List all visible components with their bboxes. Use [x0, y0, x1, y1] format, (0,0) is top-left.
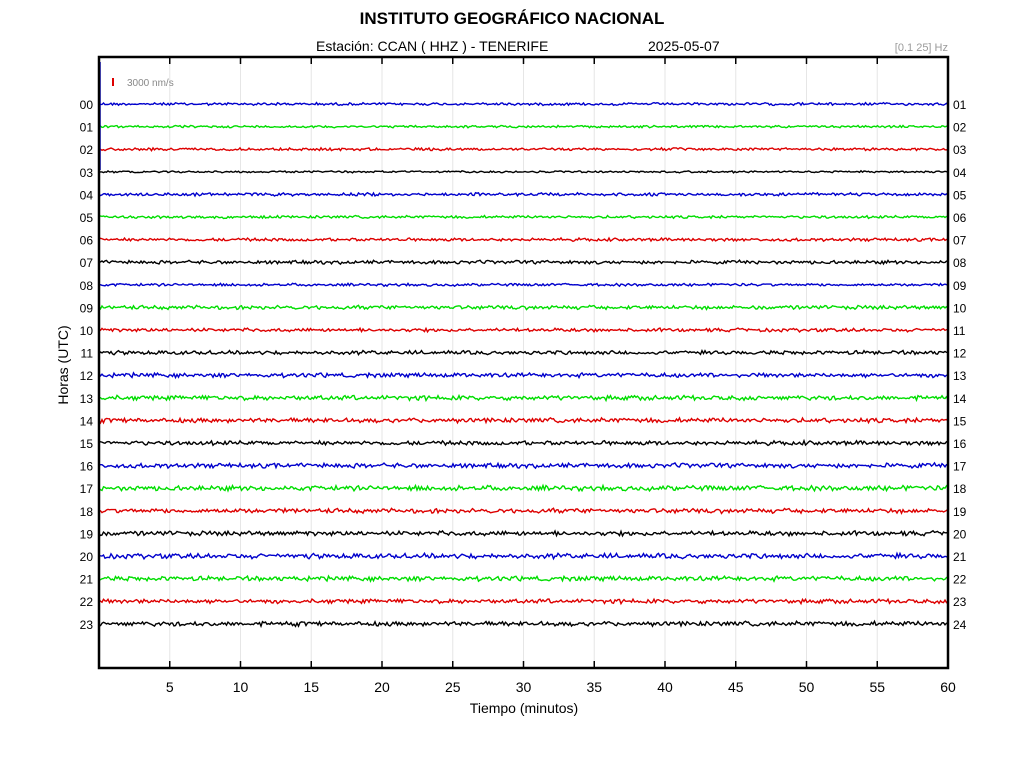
x-tick-label: 15 [303, 679, 319, 695]
left-hour-label: 04 [80, 188, 94, 202]
x-tick-label: 25 [445, 679, 461, 695]
trace-hour-08 [98, 282, 949, 288]
left-hour-label: 14 [80, 414, 94, 428]
trace-hour-22 [98, 597, 949, 606]
scale-indicator: 3000 nm/s [112, 78, 174, 89]
trace-hour-16 [98, 461, 949, 470]
date-label: 2025-05-07 [648, 38, 720, 54]
x-tick-label: 10 [233, 679, 249, 695]
left-hour-label: 06 [80, 234, 94, 248]
right-hour-label: 18 [953, 482, 967, 496]
left-hour-label: 15 [80, 437, 94, 451]
x-tick-label: 5 [166, 679, 174, 695]
trace-layer [98, 62, 949, 629]
right-hour-label: 04 [953, 166, 967, 180]
right-hour-label: 06 [953, 211, 967, 225]
trace-hour-17 [98, 483, 949, 493]
trace-hour-23 [98, 619, 949, 629]
x-tick-label: 50 [799, 679, 815, 695]
trace-hour-07 [98, 259, 949, 266]
x-tick-label: 60 [940, 679, 956, 695]
right-hour-label: 16 [953, 437, 967, 451]
left-hour-label: 05 [80, 211, 94, 225]
right-hour-label: 05 [953, 188, 967, 202]
right-hour-label: 12 [953, 347, 967, 361]
trace-hour-20 [98, 551, 949, 561]
chart-title: INSTITUTO GEOGRÁFICO NACIONAL [359, 9, 665, 28]
left-hour-label: 18 [80, 505, 94, 519]
trace-hour-04 [98, 191, 949, 198]
trace-hour-03 [98, 169, 949, 174]
right-hour-label: 20 [953, 527, 967, 541]
trace-hour-19 [98, 529, 949, 538]
right-hour-label: 17 [953, 460, 967, 474]
right-hour-label: 01 [953, 98, 967, 112]
right-hour-label: 10 [953, 301, 967, 315]
frequency-band-label: [0.1 25] Hz [894, 42, 948, 54]
x-tick-label: 30 [516, 679, 532, 695]
left-hour-label: 00 [80, 98, 94, 112]
x-tick-label: 40 [657, 679, 673, 695]
right-hour-label: 24 [953, 618, 967, 632]
left-hour-label: 08 [80, 279, 94, 293]
right-hour-label: 15 [953, 414, 967, 428]
x-tick-label: 55 [869, 679, 885, 695]
left-hour-label: 12 [80, 369, 94, 383]
trace-hour-01 [98, 124, 949, 129]
left-hour-label: 10 [80, 324, 94, 338]
right-hour-label: 07 [953, 234, 967, 248]
left-hour-label: 07 [80, 256, 94, 270]
station-label: Estación: CCAN ( HHZ ) - TENERIFE [316, 38, 549, 54]
right-hour-label: 23 [953, 595, 967, 609]
trace-hour-00 [98, 101, 949, 107]
x-tick-label: 45 [728, 679, 744, 695]
right-hour-label: 03 [953, 143, 967, 157]
right-hour-label: 09 [953, 279, 967, 293]
scale-label: 3000 nm/s [127, 78, 174, 89]
left-hour-label: 22 [80, 595, 94, 609]
x-axis-label: Tiempo (minutos) [469, 700, 579, 716]
x-tick-label: 35 [586, 679, 602, 695]
left-hour-label: 19 [80, 527, 94, 541]
trace-hour-10 [98, 326, 949, 334]
left-hour-label: 17 [80, 482, 94, 496]
left-hour-label: 03 [80, 166, 94, 180]
trace-hour-11 [98, 348, 949, 357]
trace-hour-12 [98, 371, 949, 380]
trace-hour-15 [98, 438, 949, 447]
left-hour-label: 13 [80, 392, 94, 406]
tick-layer: 5 10 15 20 25 30 35 40 45 50 55 60 00 01 01 02 02 03 03 04 0… [80, 57, 967, 695]
trace-hour-05 [98, 214, 949, 220]
trace-hour-21 [98, 574, 949, 584]
trace-hour-02 [98, 146, 949, 152]
right-hour-label: 13 [953, 369, 967, 383]
right-hour-label: 22 [953, 573, 967, 587]
left-hour-label: 21 [80, 573, 94, 587]
trace-hour-13 [98, 393, 949, 403]
trace-hour-09 [98, 304, 949, 311]
left-hour-label: 02 [80, 143, 94, 157]
left-hour-label: 11 [81, 347, 94, 361]
left-hour-label: 16 [80, 460, 94, 474]
grid-layer [169, 57, 878, 668]
trace-hour-18 [98, 506, 949, 515]
right-hour-label: 19 [953, 505, 967, 519]
right-hour-label: 14 [953, 392, 967, 406]
left-hour-label: 23 [80, 618, 94, 632]
right-hour-label: 02 [953, 121, 967, 135]
left-hour-label: 20 [80, 550, 94, 564]
right-hour-label: 08 [953, 256, 967, 270]
x-tick-label: 20 [374, 679, 390, 695]
right-hour-label: 11 [953, 324, 966, 338]
right-hour-label: 21 [953, 550, 967, 564]
trace-hour-14 [98, 416, 949, 425]
trace-hour-06 [98, 236, 949, 243]
left-hour-label: 01 [80, 121, 94, 135]
left-hour-label: 09 [80, 301, 94, 315]
